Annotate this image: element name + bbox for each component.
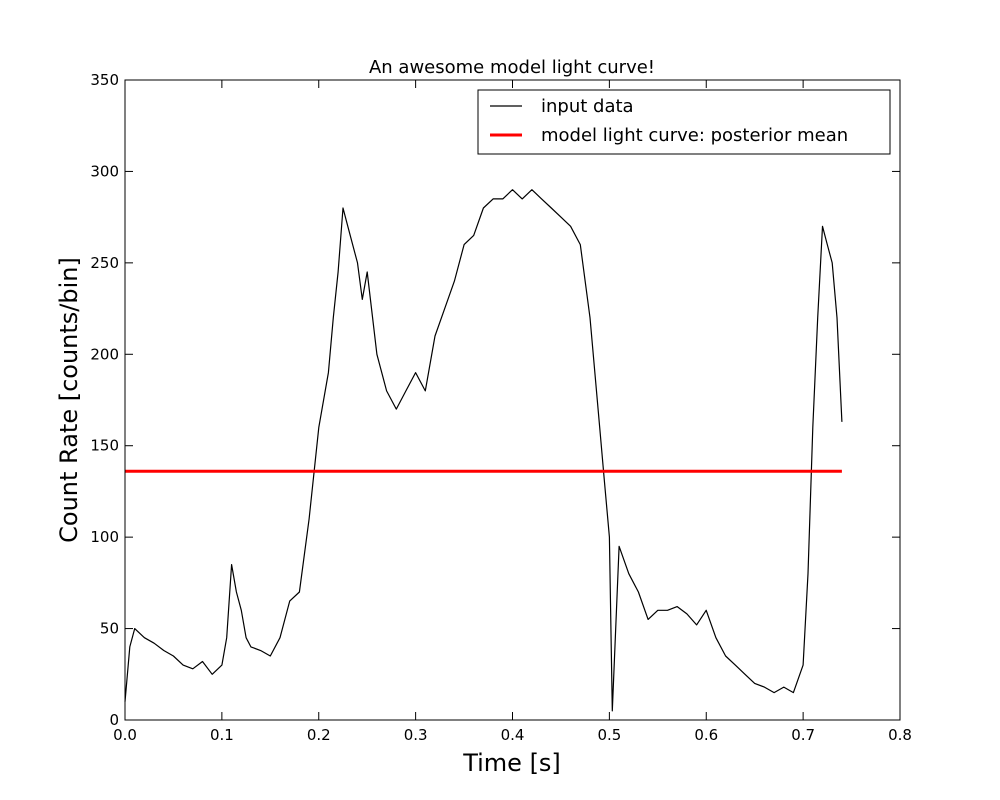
y-tick-label: 0 — [109, 711, 119, 729]
x-tick-label: 0.1 — [210, 726, 234, 744]
y-tick-label: 50 — [100, 620, 119, 638]
ticks-layer: 0.0 0.1 0.2 0.3 0.4 0.5 0.6 0.7 0.8 0 50 100 150 200 2… — [90, 71, 912, 744]
plot-frame — [124, 79, 901, 721]
y-tick-label: 300 — [90, 162, 119, 180]
y-axis-label: Count Rate [counts/bin] — [55, 257, 83, 543]
series-line-input-data — [124, 189, 843, 712]
legend-box — [477, 89, 891, 155]
x-tick-label: 0.2 — [307, 726, 331, 744]
y-tick-label: 350 — [90, 71, 119, 89]
x-tick-label: 0.4 — [501, 726, 525, 744]
x-tick-label: 0.5 — [597, 726, 621, 744]
x-tick-label: 0.8 — [888, 726, 912, 744]
x-tick-label: 0.7 — [791, 726, 815, 744]
legend: input data model light curve: posterior … — [477, 89, 891, 155]
plot-background — [125, 80, 900, 720]
y-tick-label: 100 — [90, 528, 119, 546]
x-tick-label: 0.0 — [113, 726, 137, 744]
legend-label-input-data: input data — [541, 96, 634, 117]
plot-layer — [124, 189, 843, 712]
x-axis-label: Time [s] — [462, 749, 561, 777]
chart-title: An awesome model light curve! — [369, 57, 655, 78]
x-tick-label: 0.3 — [404, 726, 428, 744]
y-tick-label: 200 — [90, 345, 119, 363]
x-tick-label: 0.6 — [694, 726, 718, 744]
y-tick-label: 250 — [90, 254, 119, 272]
y-tick-label: 150 — [90, 437, 119, 455]
legend-label-model-light-curve: model light curve: posterior mean — [541, 125, 848, 146]
